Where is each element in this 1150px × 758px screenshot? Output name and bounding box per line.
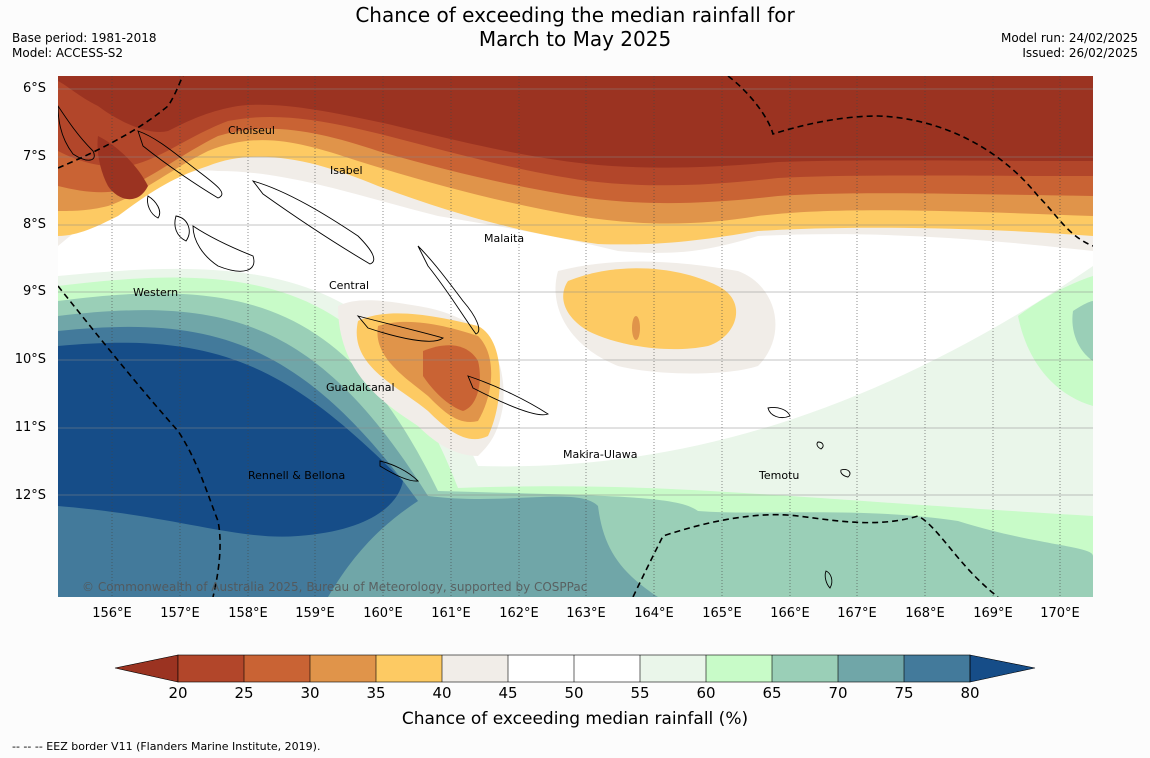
lat-label: 10°S [14, 352, 46, 367]
colorbar-40-45 [442, 655, 508, 682]
band-lt20 [58, 76, 1093, 168]
lon-label: 159°E [295, 606, 335, 621]
colorbar-tick: 25 [234, 684, 254, 702]
band-lt20-west [97, 136, 148, 200]
place-choiseul: Choiseul [228, 124, 275, 137]
chart-title: Chance of exceeding the median rainfall … [0, 3, 1150, 51]
rainfall-probability-map: Choiseul Isabel Malaita Western Central … [58, 76, 1093, 597]
colorbar-45-50 [508, 655, 574, 682]
lat-label: 9°S [22, 284, 46, 299]
colorbar [114, 654, 1036, 683]
run-info: Model run: 24/02/2025 Issued: 26/02/2025 [1001, 31, 1138, 61]
colorbar-lt20 [114, 654, 179, 683]
colorbar-tick: 50 [564, 684, 584, 702]
lat-label: 8°S [22, 217, 46, 232]
copyright-notice: © Commonwealth of Australia 2025, Bureau… [82, 580, 587, 594]
colorbar-tick: 65 [762, 684, 782, 702]
band-35-40-center [563, 268, 737, 350]
band-65-70-east [1072, 301, 1093, 361]
place-guadalcanal: Guadalcanal [326, 381, 395, 394]
colorbar-70-75 [838, 655, 904, 682]
lon-label: 157°E [160, 606, 200, 621]
colorbar-tick: 40 [432, 684, 452, 702]
lon-label: 169°E [973, 606, 1013, 621]
colorbar-25-30 [244, 655, 310, 682]
colorbar-30-35 [310, 655, 376, 682]
island-outlines [58, 105, 851, 589]
colorbar-tick: 35 [366, 684, 386, 702]
lon-label: 166°E [770, 606, 810, 621]
colorbar-tick: 60 [696, 684, 716, 702]
title-line-2: March to May 2025 [478, 27, 672, 51]
lon-label: 160°E [363, 606, 403, 621]
lat-label: 12°S [14, 488, 46, 503]
colorbar-tick: 20 [168, 684, 188, 702]
lon-label: 161°E [431, 606, 471, 621]
colorbar-tick: 80 [960, 684, 980, 702]
band-60-65-east [1018, 276, 1093, 406]
lat-label: 11°S [14, 420, 46, 435]
base-period: Base period: 1981-2018 [12, 31, 157, 45]
lon-label: 168°E [905, 606, 945, 621]
place-western: Western [133, 286, 178, 299]
band-25-30-guadalcanal [423, 345, 480, 411]
lat-label: 7°S [22, 149, 46, 164]
colorbar-60-65 [706, 655, 772, 682]
model-run-date: Model run: 24/02/2025 [1000, 31, 1138, 45]
colorbar-label: Chance of exceeding median rainfall (%) [401, 709, 749, 729]
colorbar-35-40 [376, 655, 442, 682]
lon-label: 165°E [702, 606, 742, 621]
lon-label: 158°E [228, 606, 268, 621]
lat-gridlines [58, 88, 1093, 496]
lon-label: 163°E [566, 606, 606, 621]
eez-borders [58, 76, 1093, 597]
colorbar-20-25 [178, 655, 244, 682]
title-line-1: Chance of exceeding the median rainfall … [355, 3, 795, 27]
model-name: Model: ACCESS-S2 [12, 46, 124, 60]
colorbar-tick: 70 [828, 684, 848, 702]
colorbar-tick: 30 [300, 684, 320, 702]
colorbar-tick: 55 [630, 684, 650, 702]
place-makira-ulawa: Makira-Ulawa [563, 448, 637, 461]
colorbar-55-60 [640, 655, 706, 682]
colorbar-tick: 45 [498, 684, 518, 702]
lon-label: 156°E [92, 606, 132, 621]
issued-date: Issued: 26/02/2025 [1022, 46, 1138, 60]
colorbar-75-80 [904, 655, 970, 682]
place-isabel: Isabel [330, 164, 363, 177]
colorbar-dividers [177, 654, 971, 683]
lon-label: 162°E [499, 606, 539, 621]
place-rennell-bellona: Rennell & Bellona [248, 469, 345, 482]
colorbar-50-55 [574, 655, 640, 682]
model-info: Base period: 1981-2018 Model: ACCESS-S2 [12, 31, 157, 61]
lon-label: 164°E [634, 606, 674, 621]
colorbar-65-70 [772, 655, 838, 682]
lat-label: 6°S [22, 81, 46, 96]
band-30-35-spot [632, 316, 640, 340]
lon-label: 167°E [837, 606, 877, 621]
lon-label: 170°E [1040, 606, 1080, 621]
colorbar-tick: 75 [894, 684, 914, 702]
place-central: Central [329, 279, 369, 292]
eez-note: -- -- -- EEZ border V11 (Flanders Marine… [12, 740, 321, 753]
place-temotu: Temotu [758, 469, 799, 482]
colorbar-gt80 [969, 654, 1036, 683]
place-malaita: Malaita [484, 232, 524, 245]
